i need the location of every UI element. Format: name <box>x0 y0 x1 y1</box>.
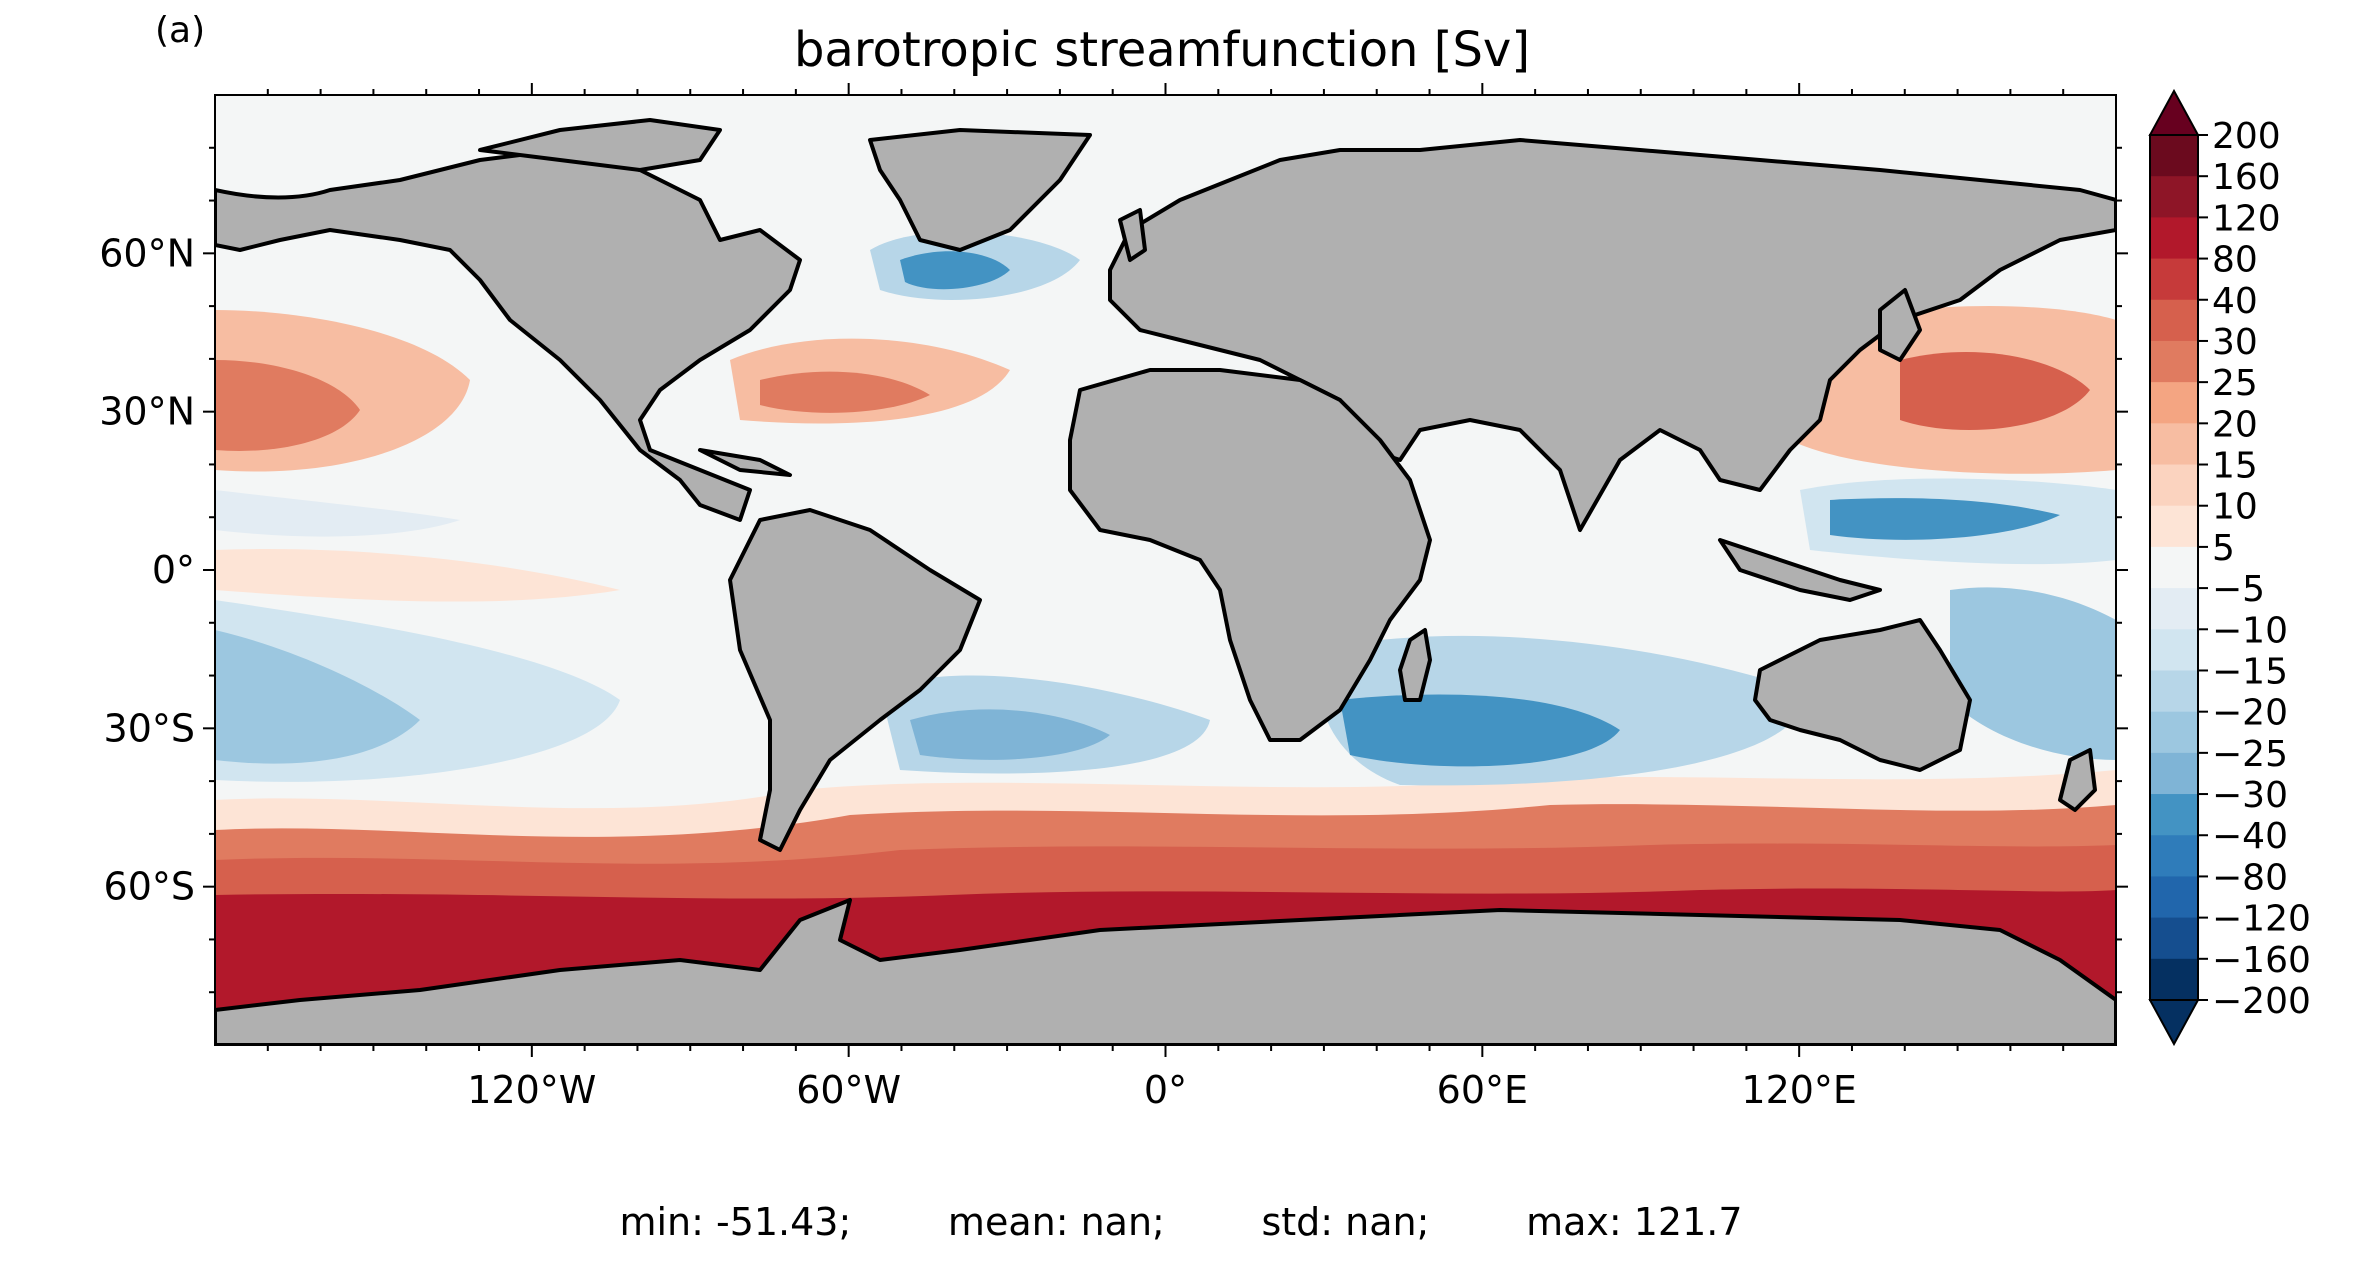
colorbar-segment <box>2150 340 2198 383</box>
latitude-axis: 60°N 30°N 0° 30°S 60°S <box>99 146 2128 994</box>
colorbar-segment <box>2150 299 2198 342</box>
stats-line: min: -51.43; mean: nan; std: nan; max: 1… <box>0 1200 2362 1244</box>
colorbar-segment <box>2150 794 2198 836</box>
colorbar-segment <box>2150 176 2198 218</box>
colorbar-tick-label: 20 <box>2212 404 2258 445</box>
panel-label: (a) <box>155 10 206 51</box>
colorbar-segment <box>2150 464 2198 507</box>
colorbar-segment <box>2150 505 2198 548</box>
lon-tick-label: 60°E <box>1437 1068 1528 1112</box>
stat-min: min: -51.43; <box>619 1200 852 1244</box>
field-subpolar-core <box>900 251 1010 290</box>
colorbar-segment <box>2150 135 2198 177</box>
colorbar-segment <box>2150 546 2198 589</box>
colorbar-tick-label: −30 <box>2212 775 2288 816</box>
colorbar-segment <box>2150 711 2198 754</box>
map-title: barotropic streamfunction [Sv] <box>793 22 1531 78</box>
lon-tick-label: 60°W <box>796 1068 901 1112</box>
colorbar-segment <box>2150 835 2198 877</box>
lon-tick-label: 120°E <box>1741 1068 1857 1112</box>
land-greenland <box>868 128 1092 252</box>
land-north-america <box>215 148 802 522</box>
colorbar-tick-label: 200 <box>2212 116 2281 157</box>
colorbar-segment <box>2150 958 2198 1001</box>
lon-tick-label: 120°W <box>467 1068 596 1112</box>
colorbar-tick-label: 5 <box>2212 528 2235 569</box>
land-south-america <box>728 508 982 852</box>
field-south-atlantic-core <box>910 709 1110 760</box>
land <box>215 118 2116 1045</box>
colorbar-tick-label: 30 <box>2212 322 2258 363</box>
land-indonesia <box>1718 538 1882 602</box>
lat-tick-label: 0° <box>152 548 195 592</box>
colorbar-segment <box>2150 588 2198 630</box>
field-south-pacific-core <box>215 630 420 764</box>
field-indian-core <box>1340 694 1620 767</box>
colorbar-tick-label: 40 <box>2212 281 2258 322</box>
colorbar-tick-label: 80 <box>2212 240 2258 281</box>
colorbar-tick-label: 10 <box>2212 487 2258 528</box>
colorbar-segment <box>2150 752 2198 795</box>
field-equatorial-pacific-pos <box>215 549 620 602</box>
land-madagascar <box>1398 628 1432 702</box>
lat-tick-label: 60°N <box>99 231 195 275</box>
colorbar-tick-label: −10 <box>2212 610 2288 651</box>
field-tropical-pacific-core <box>1830 498 2060 540</box>
colorbar-tick-label: −20 <box>2212 693 2288 734</box>
colorbar-tick-label: −120 <box>2212 899 2311 940</box>
colorbar: 200160120804030252015105−5−10−15−20−25−3… <box>2148 88 2311 1047</box>
lat-tick-label: 60°S <box>104 865 195 909</box>
colorbar-tick-label: −200 <box>2212 981 2311 1022</box>
colorbar-segment <box>2150 876 2198 919</box>
land-japan <box>1878 288 1922 362</box>
colorbar-segment <box>2150 382 2198 424</box>
land-uk <box>1118 208 1147 262</box>
colorbar-extend-top <box>2148 88 2200 136</box>
stat-max: max: 121.7 <box>1526 1200 1743 1244</box>
field-north-pacific-east-core <box>215 360 360 451</box>
colorbar-segment <box>2150 217 2198 260</box>
longitude-axis: 120°W 60°W 0° 60°E 120°E <box>266 83 2065 1112</box>
colorbar-tick-label: −160 <box>2212 940 2311 981</box>
land-australia <box>1753 618 1972 772</box>
lat-tick-label: 30°N <box>99 390 195 434</box>
colorbar-tick-label: −15 <box>2212 651 2288 692</box>
colorbar-extend-bottom <box>2148 999 2200 1047</box>
colorbar-tick-label: −80 <box>2212 857 2288 898</box>
colorbar-tick-label: −5 <box>2212 569 2265 610</box>
land-new-zealand <box>2058 748 2097 812</box>
colorbar-outline <box>2149 134 2199 1001</box>
colorbar-tick-label: 120 <box>2212 198 2281 239</box>
land-cuba <box>698 448 792 477</box>
colorbar-tick-label: −25 <box>2212 734 2288 775</box>
colorbar-tick-label: 15 <box>2212 446 2258 487</box>
land-antarctica <box>215 898 2116 1045</box>
stat-mean: mean: nan; <box>947 1200 1165 1244</box>
colorbar-segment <box>2150 670 2198 713</box>
lon-tick-label: 0° <box>1144 1068 1187 1112</box>
colorbar-segment <box>2150 917 2198 960</box>
field-gulf-stream-core <box>760 371 930 413</box>
land-canadian-arctic <box>478 118 722 172</box>
colorbar-segment <box>2150 629 2198 671</box>
land-africa <box>1068 368 1432 742</box>
stat-std: std: nan; <box>1261 1200 1430 1244</box>
colorbar-segment <box>2150 423 2198 466</box>
colorbar-tick-label: −40 <box>2212 816 2288 857</box>
field-east-pacific-tropics <box>215 490 460 537</box>
lat-tick-label: 30°S <box>104 706 195 750</box>
colorbar-segment <box>2150 258 2198 301</box>
colorbar-tick-label: 160 <box>2212 157 2281 198</box>
field-north-pacific-west-core <box>1900 351 2090 430</box>
colorbar-tick-label: 25 <box>2212 363 2258 404</box>
field-sw-pacific-gyre <box>1950 587 2116 760</box>
